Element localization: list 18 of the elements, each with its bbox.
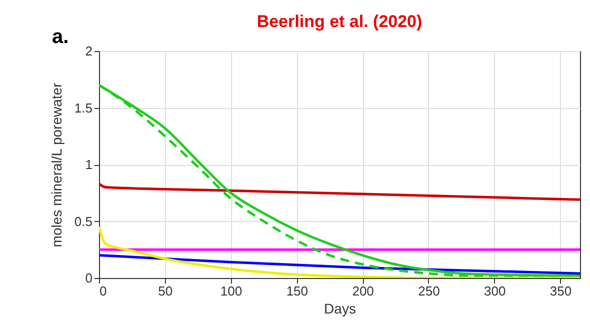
x-tick-label: 300 [484,284,506,298]
x-tick-label: 50 [158,284,173,298]
x-axis-title: Days [324,300,356,316]
x-tick-label: 350 [550,284,572,298]
y-axis-title: moles mineral/L porewater [48,82,64,248]
y-tick-label: 1 [85,157,92,172]
x-tick-label: 200 [352,284,374,298]
x-tick-label: 150 [286,284,308,298]
line-series [99,182,580,201]
x-tick-label: 100 [220,284,242,298]
x-tick-label: 250 [418,284,440,298]
chart-title: Beerling et al. (2020) [256,12,422,31]
y-tick-label: 0.5 [74,214,92,229]
x-tick-label: 0 [100,284,107,298]
y-tick-label: 0 [85,270,92,286]
y-tick-label: 2 [85,44,92,58]
y-tick-label: 1.5 [74,100,92,116]
text: a. [52,26,69,49]
